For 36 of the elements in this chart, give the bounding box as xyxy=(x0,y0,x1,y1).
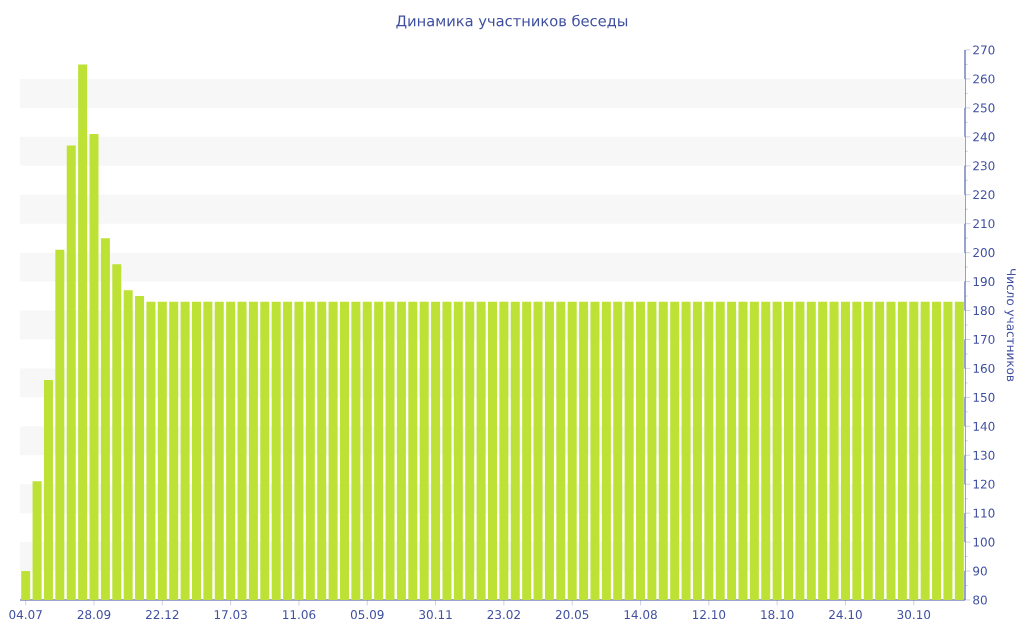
y-tick-label: 120 xyxy=(973,479,995,489)
y-tick-label: 140 xyxy=(973,421,995,431)
y-tick-label: 180 xyxy=(973,305,995,316)
x-tick-label: 28.09 xyxy=(77,610,111,620)
y-tick-label: 130 xyxy=(973,450,995,460)
x-tick-label: 04.07 xyxy=(9,610,42,620)
y-tick-label: 100 xyxy=(973,537,995,547)
x-tick-label: 24.10 xyxy=(829,610,862,620)
x-tick-label: 14.08 xyxy=(624,610,657,620)
x-tick-label: 22.12 xyxy=(146,610,179,619)
y-tick-label: 210 xyxy=(973,219,995,229)
y-tick-label: 190 xyxy=(973,277,995,287)
x-tick-label: 17.03 xyxy=(214,610,247,620)
y-tick-label: 90 xyxy=(973,566,987,576)
x-tick-label: 12.10 xyxy=(692,610,726,620)
x-tick-label: 30.10 xyxy=(897,610,931,620)
y-tick-label: 80 xyxy=(973,595,987,605)
x-tick-label: 20.05 xyxy=(555,610,589,620)
y-tick-label: 200 xyxy=(973,248,995,258)
y-tick-label: 240 xyxy=(973,132,995,142)
y-tick-label: 260 xyxy=(973,74,995,84)
y-tick-label: 270 xyxy=(973,45,995,55)
y-axis-title: Число участников xyxy=(1004,269,1016,382)
y-tick-label: 160 xyxy=(973,363,995,373)
x-tick-label: 30.11 xyxy=(419,610,452,620)
y-tick-label: 220 xyxy=(973,190,995,200)
y-tick-label: 150 xyxy=(973,392,995,402)
y-tick-label: 230 xyxy=(973,161,995,171)
x-tick-label: 23.02 xyxy=(487,610,520,620)
y-tick-label: 170 xyxy=(973,334,995,345)
y-tick-label: 110 xyxy=(973,508,995,518)
chart-title: Динамика участников беседы xyxy=(396,14,628,30)
x-tick-label: 11.06 xyxy=(283,610,316,620)
x-tick-label: 18.10 xyxy=(761,610,794,620)
x-tick-label: 05.09 xyxy=(350,610,384,620)
y-tick-label: 250 xyxy=(973,103,995,113)
